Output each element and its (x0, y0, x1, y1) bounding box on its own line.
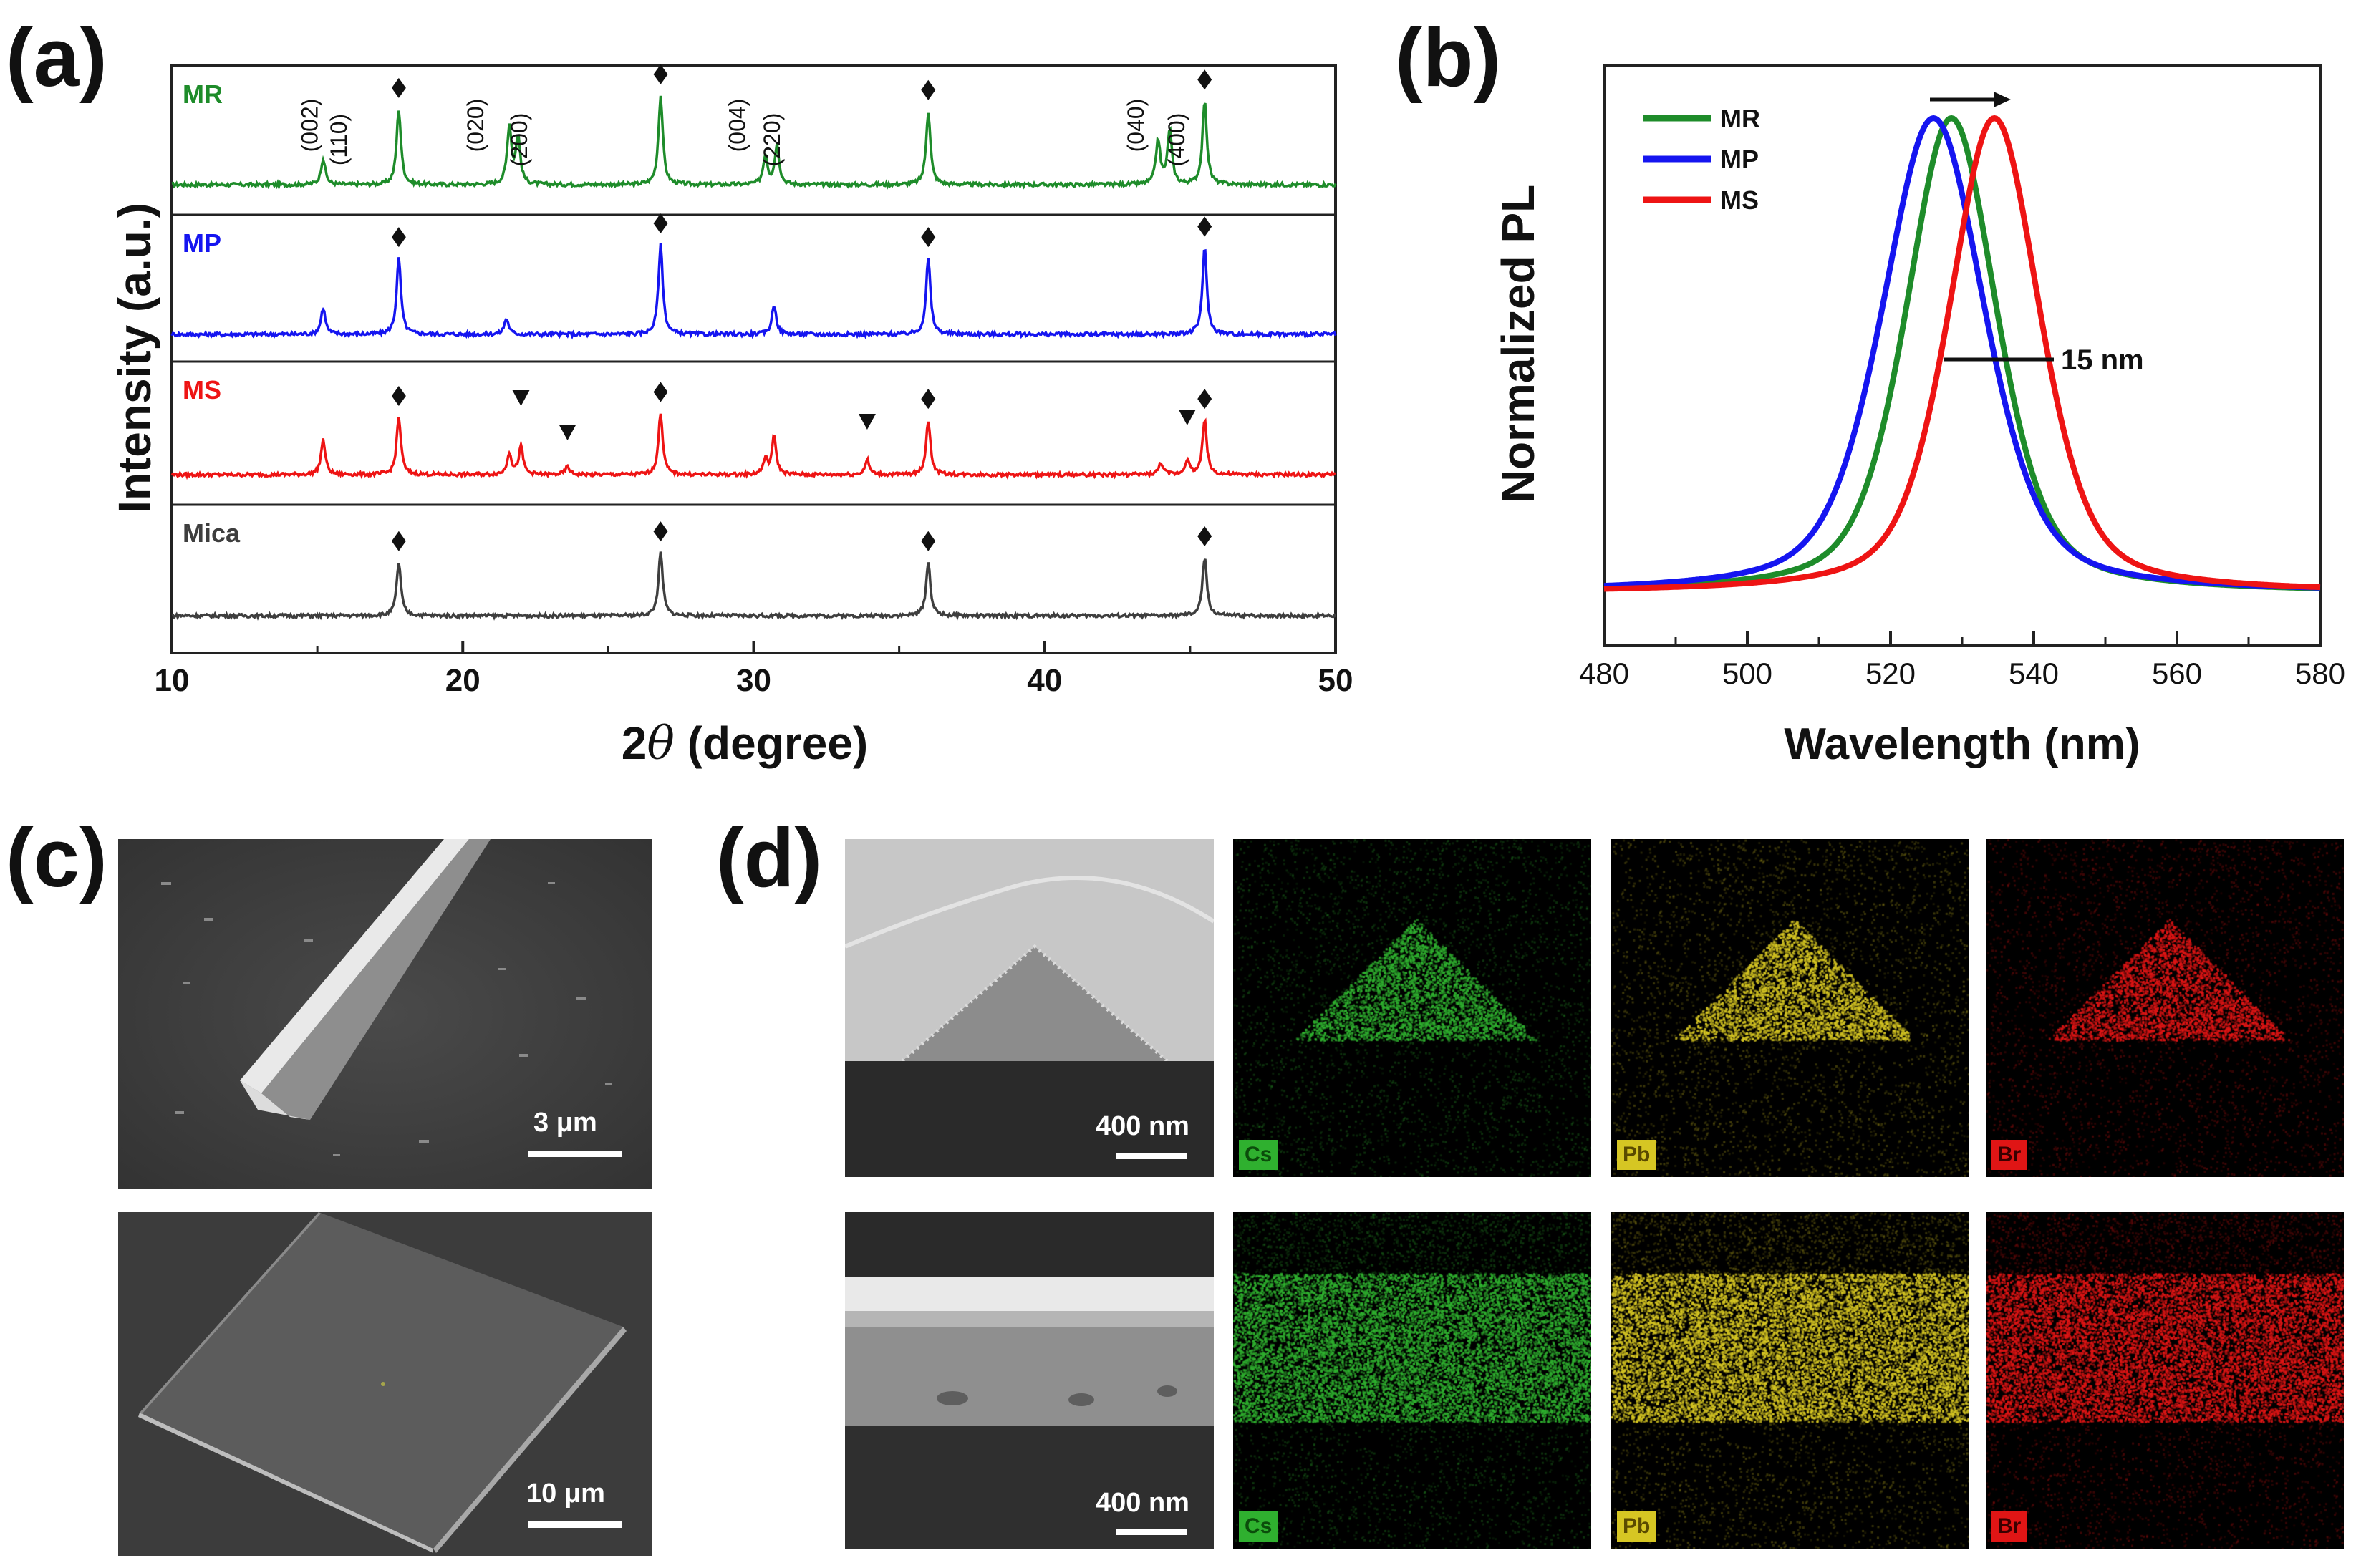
xrd-diamond-marker (654, 64, 668, 84)
eds-map-cs-microplate: Cs (1233, 1212, 1591, 1549)
eds-element-tag-pb: Pb (1617, 1511, 1656, 1542)
xrd-ylabel: Intensity (a.u.) (109, 203, 160, 513)
xrd-diamond-marker (654, 521, 668, 541)
panel-label-d: (d) (716, 816, 822, 899)
eds-map-canvas (1233, 1212, 1591, 1549)
tem-scalebar-top (1116, 1153, 1187, 1159)
xrd-diamond-marker (392, 386, 406, 406)
xrd-series-label-ms: MS (183, 375, 221, 405)
xrd-diamond-marker (392, 78, 406, 98)
sem-image-microplate: 10 μm (118, 1212, 652, 1556)
xrd-series-ms (172, 414, 1336, 476)
eds-map-cs-microrod: Cs (1233, 839, 1591, 1177)
pl-xtick-label: 480 (1579, 657, 1629, 690)
eds-map-br-microplate: Br (1986, 1212, 2344, 1549)
xrd-series-mp (172, 243, 1336, 337)
xrd-diamond-marker (392, 531, 406, 551)
xrd-series-mica (172, 552, 1336, 618)
xrd-series-label-mica: Mica (183, 518, 241, 548)
xrd-miller-index: (110) (326, 114, 352, 165)
sem-scale-text-bottom: 10 μm (526, 1479, 605, 1509)
pl-xtick-label: 580 (2295, 657, 2345, 690)
sem-scale-text-top: 3 μm (533, 1108, 597, 1138)
sem-image-microrod: 3 μm (118, 839, 652, 1189)
xrd-triangle-marker (859, 414, 876, 430)
panel-label-c: (c) (6, 816, 107, 899)
xrd-miller-index: (002) (296, 99, 322, 153)
eds-map-br-microrod: Br (1986, 839, 2344, 1177)
xrd-xtick-label: 30 (736, 663, 771, 698)
xrd-chart: MR MP MS Mica (002)(110) (020) (200) (004) (220… (0, 0, 1396, 788)
xrd-miller-index: (040) (1123, 99, 1149, 153)
xrd-xlabel-symbol: θ (647, 717, 675, 770)
eds-element-tag-cs: Cs (1239, 1140, 1278, 1170)
xrd-xtick-label: 20 (445, 663, 481, 698)
xrd-miller-index: (004) (724, 99, 750, 153)
eds-element-tag-cs: Cs (1239, 1511, 1278, 1542)
pl-xtick-label: 560 (2152, 657, 2202, 690)
eds-map-pb-microplate: Pb (1611, 1212, 1969, 1549)
tem-image-microplate: 400 nm (845, 1212, 1214, 1549)
pl-legend: MR MP MS (1643, 104, 1760, 215)
xrd-diamond-marker (921, 531, 935, 551)
sem-scalebar-bottom (528, 1521, 622, 1528)
xrd-diamond-marker (921, 389, 935, 409)
eds-map-canvas (1986, 1212, 2344, 1549)
xrd-miller-index: (220) (759, 113, 785, 167)
pl-ylabel: Normalized PL (1492, 185, 1544, 503)
xrd-triangle-marker (1179, 410, 1196, 425)
pl-xtick-label: 540 (2009, 657, 2059, 690)
xrd-series-label-mr: MR (183, 79, 223, 109)
eds-element-tag-br: Br (1991, 1511, 2027, 1542)
tem-scale-text-top: 400 nm (1096, 1111, 1189, 1142)
eds-map-canvas (1233, 839, 1591, 1177)
pl-series-mp (1604, 118, 2320, 588)
xrd-diamond-marker (921, 227, 935, 247)
eds-map-canvas (1611, 839, 1969, 1177)
sem-scalebar-top (528, 1151, 622, 1157)
pl-xlabel: Wavelength (nm) (1784, 720, 2140, 769)
pl-legend-ms: MS (1720, 185, 1759, 215)
xrd-triangle-marker (559, 425, 576, 440)
xrd-miller-index: (400) (1164, 113, 1189, 167)
xrd-xtick-label: 50 (1318, 663, 1353, 698)
eds-map-pb-microrod: Pb (1611, 839, 1969, 1177)
xrd-series-label-mp: MP (183, 228, 221, 258)
eds-element-tag-br: Br (1991, 1140, 2027, 1170)
pl-chart: 480 500 520 540 560 580 MR MP MS 15 nm Normal… (1396, 0, 2361, 788)
eds-map-canvas (1611, 1212, 1969, 1549)
xrd-diamond-marker (654, 382, 668, 402)
pl-xtick-label: 520 (1865, 657, 1916, 690)
pl-legend-mr: MR (1720, 104, 1760, 133)
tem-image-microrod: 400 nm (845, 839, 1214, 1177)
xrd-diamond-marker (654, 213, 668, 233)
pl-frame (1604, 66, 2320, 646)
xrd-xlabel: 2θ (degree) (622, 717, 868, 770)
eds-map-canvas (1986, 839, 2344, 1177)
xrd-diamond-marker (1197, 389, 1212, 409)
pl-legend-mp: MP (1720, 145, 1759, 174)
tem-scale-text-bottom: 400 nm (1096, 1488, 1189, 1519)
xrd-xlabel-prefix: 2 (622, 717, 647, 769)
tem-scalebar-bottom (1116, 1529, 1187, 1535)
xrd-diamond-marker (1197, 526, 1212, 546)
xrd-xlabel-suffix: (degree) (675, 717, 868, 769)
xrd-xtick-label: 40 (1027, 663, 1062, 698)
pl-xtick-label: 500 (1722, 657, 1772, 690)
xrd-xtick-label: 10 (155, 663, 190, 698)
xrd-diamond-marker (1197, 69, 1212, 89)
xrd-diamond-marker (392, 227, 406, 247)
xrd-miller-index: (020) (463, 99, 488, 153)
pl-fwhm-annotation: 15 nm (2061, 344, 2144, 376)
xrd-miller-index: (200) (506, 113, 532, 167)
xrd-diamond-marker (1197, 216, 1212, 236)
eds-element-tag-pb: Pb (1617, 1140, 1656, 1170)
xrd-triangle-marker (513, 390, 530, 406)
xrd-diamond-marker (921, 80, 935, 100)
pl-shift-arrow (1930, 92, 2011, 107)
